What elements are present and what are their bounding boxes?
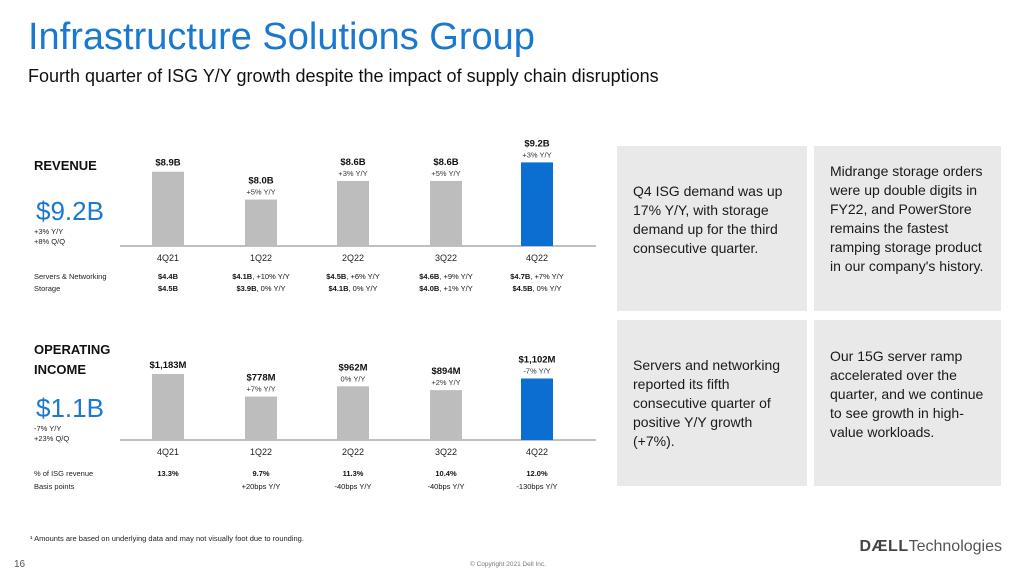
revenue-category-label: 4Q21 (157, 253, 179, 263)
revenue-value-label: $8.9B (155, 158, 180, 169)
revenue-category-label: 3Q22 (435, 253, 457, 263)
operating-income-label-line1: OPERATING (34, 342, 111, 357)
revenue-table-cell: $4.6B, +9% Y/Y (419, 272, 473, 281)
technologies-wordmark: Technologies (908, 538, 1002, 555)
revenue-yy-label: +5% Y/Y (431, 169, 460, 178)
revenue-bar-1q22 (245, 199, 277, 246)
operating-income-value-label: $778M (246, 373, 275, 384)
page-subtitle: Fourth quarter of ISG Y/Y growth despite… (28, 66, 659, 86)
revenue-value-label: $8.0B (248, 176, 273, 187)
operating-income-yy-note: -7% Y/Y (34, 424, 62, 433)
revenue-qq-note: +8% Q/Q (34, 237, 66, 246)
operating-income-category-label: 4Q22 (526, 447, 548, 457)
revenue-category-label: 1Q22 (250, 253, 272, 263)
revenue-bar-3q22 (430, 180, 462, 246)
operating-income-bar-1q22 (245, 396, 277, 440)
revenue-table-cell: $4.4B (157, 272, 178, 281)
revenue-bar-2q22 (337, 180, 369, 246)
revenue-bar-4q22 (521, 162, 553, 246)
operating-income-table-cell: -40bps Y/Y (334, 482, 372, 491)
revenue-table-cell: $4.5B, 0% Y/Y (512, 284, 562, 293)
revenue-yy-label: +3% Y/Y (522, 150, 551, 159)
operating-income-yy-label: +2% Y/Y (431, 378, 460, 387)
operating-income-section-label: OPERATING INCOME (34, 340, 110, 380)
revenue-value-label: $8.6B (340, 157, 365, 168)
revenue-table-cell: $4.7B, +7% Y/Y (510, 272, 564, 281)
revenue-table-cell: $4.0B, +1% Y/Y (419, 284, 473, 293)
operating-income-category-label: 2Q22 (342, 447, 364, 457)
operating-income-value-label: $962M (338, 362, 367, 373)
operating-income-yy-label: +7% Y/Y (246, 385, 275, 394)
revenue-yy-label: +3% Y/Y (338, 169, 367, 178)
revenue-big-value: $9.2B (36, 196, 104, 226)
revenue-table-cell: $4.1B, +10% Y/Y (232, 272, 290, 281)
page-number: 16 (14, 559, 26, 570)
operating-income-table-cell: +20bps Y/Y (241, 482, 281, 491)
revenue-section-label: REVENUE (34, 158, 97, 173)
revenue-row-label: Servers & Networking (34, 272, 107, 281)
operating-income-category-label: 3Q22 (435, 447, 457, 457)
copyright: © Copyright 2021 Dell Inc. (470, 561, 546, 568)
page-title: Infrastructure Solutions Group (28, 16, 535, 58)
operating-income-bar-3q22 (430, 390, 462, 440)
operating-income-yy-label: -7% Y/Y (523, 366, 550, 375)
revenue-yy-note: +3% Y/Y (34, 227, 64, 236)
revenue-table-cell: $4.1B, 0% Y/Y (328, 284, 378, 293)
operating-income-value-label: $1,183M (150, 360, 187, 371)
dell-technologies-logo: DÆLLTechnologies (859, 538, 1002, 556)
revenue-table-cell: $3.9B, 0% Y/Y (236, 284, 286, 293)
operating-income-bar-2q22 (337, 386, 369, 440)
revenue-category-label: 2Q22 (342, 253, 364, 263)
operating-income-table-cell: 13.3% (157, 469, 179, 478)
operating-income-row-label: Basis points (34, 482, 75, 491)
revenue-row-label: Storage (34, 284, 61, 293)
operating-income-value-label: $1,102M (519, 354, 556, 365)
operating-income-big-value: $1.1B (36, 393, 104, 423)
operating-income-table-cell: 9.7% (252, 469, 270, 478)
operating-income-yy-label: 0% Y/Y (341, 374, 366, 383)
revenue-table-cell: $4.5B, +6% Y/Y (326, 272, 380, 281)
revenue-bar-4q21 (152, 171, 184, 246)
operating-income-table-cell: -130bps Y/Y (516, 482, 558, 491)
operating-income-qq-note: +23% Q/Q (34, 434, 70, 443)
revenue-value-label: $8.6B (433, 157, 458, 168)
info-box-servers-networking: Servers and networking reported its fift… (617, 320, 807, 486)
operating-income-bar-4q22 (521, 378, 553, 440)
revenue-category-label: 4Q22 (526, 253, 548, 263)
operating-income-value-label: $894M (431, 366, 460, 377)
operating-income-table-cell: 10.4% (435, 469, 457, 478)
revenue-table-cell: $4.5B (157, 284, 178, 293)
operating-income-row-label: % of ISG revenue (34, 469, 94, 478)
dell-wordmark: DÆLL (859, 538, 909, 555)
revenue-value-label: $9.2B (524, 138, 549, 149)
operating-income-category-label: 1Q22 (250, 447, 272, 457)
operating-income-table-cell: -40bps Y/Y (427, 482, 465, 491)
footnote: ¹ Amounts are based on underlying data a… (30, 534, 304, 543)
operating-income-category-label: 4Q21 (157, 447, 179, 457)
operating-income-table-cell: 11.3% (342, 469, 364, 478)
revenue-yy-label: +5% Y/Y (246, 188, 275, 197)
info-box-isg-demand: Q4 ISG demand was up 17% Y/Y, with stora… (617, 146, 807, 311)
operating-income-table-cell: 12.0% (526, 469, 548, 478)
info-box-15g-server-ramp: Our 15G server ramp accelerated over the… (814, 320, 1001, 486)
operating-income-bar-4q21 (152, 373, 184, 440)
info-box-midrange-storage: Midrange storage orders were up double d… (814, 146, 1001, 311)
operating-income-label-line2: INCOME (34, 362, 86, 377)
